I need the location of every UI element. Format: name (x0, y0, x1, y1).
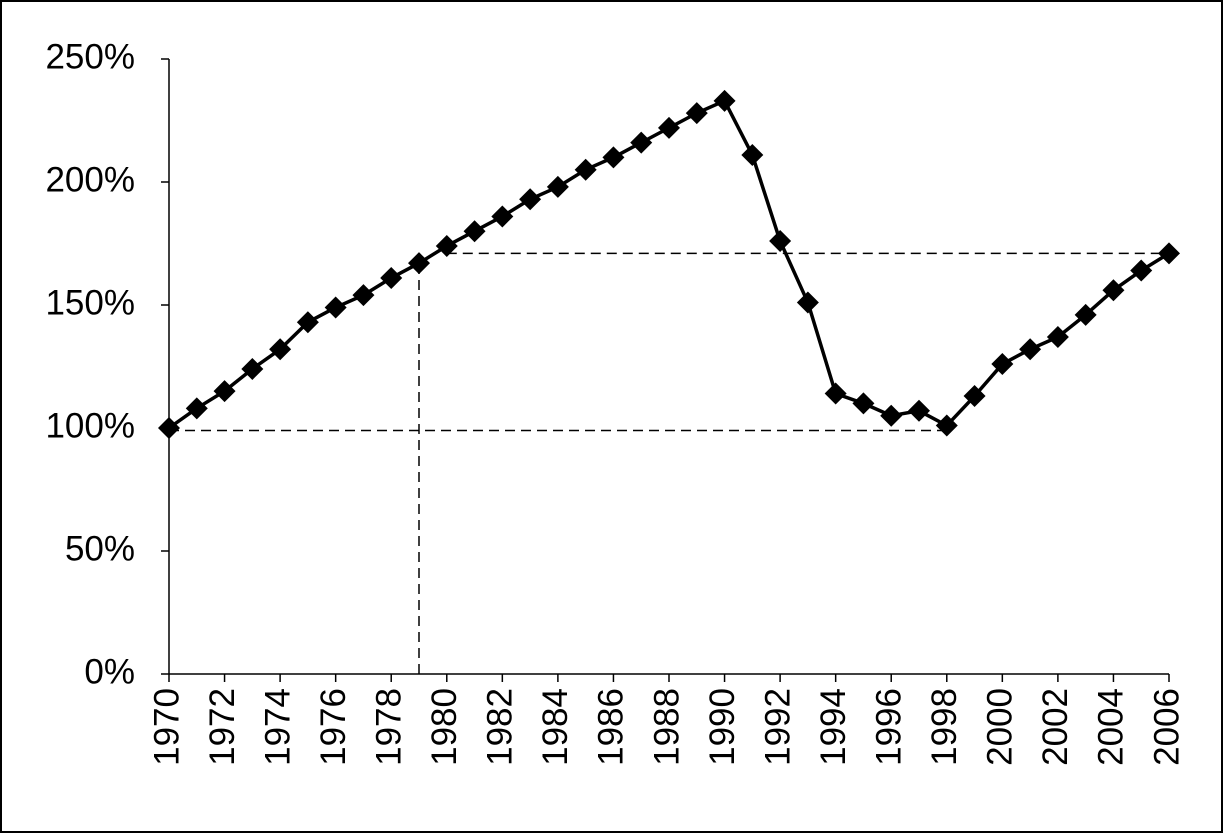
x-tick-label: 2000 (981, 688, 1020, 766)
data-marker (269, 338, 292, 361)
x-tick-label: 2006 (1147, 688, 1186, 766)
data-marker (713, 89, 736, 112)
x-tick-label: 1986 (592, 688, 631, 766)
data-marker (963, 385, 986, 408)
data-marker (908, 399, 930, 422)
data-marker (658, 116, 680, 139)
data-marker (852, 392, 875, 415)
x-tick-label: 1984 (536, 688, 575, 766)
data-marker (519, 188, 542, 211)
data-marker (935, 414, 958, 437)
data-marker (880, 404, 903, 427)
x-tick-label: 1992 (758, 688, 797, 766)
x-tick-label: 1972 (203, 688, 242, 766)
data-marker (574, 158, 597, 181)
data-marker (602, 146, 625, 169)
x-tick-label: 1970 (147, 688, 186, 766)
data-marker (408, 252, 430, 275)
data-marker (991, 353, 1014, 376)
x-tick-label: 1996 (869, 688, 908, 766)
data-marker (769, 230, 792, 253)
x-tick-label: 1976 (314, 688, 353, 766)
data-marker (435, 234, 458, 257)
data-marker (741, 143, 764, 166)
data-marker (380, 266, 403, 289)
data-marker (352, 284, 375, 307)
data-marker (546, 175, 569, 198)
data-marker (241, 357, 264, 380)
x-tick-label: 1978 (369, 688, 408, 766)
y-tick-label: 50% (65, 529, 135, 568)
x-tick-label: 1982 (481, 688, 520, 766)
x-tick-label: 1980 (425, 688, 464, 766)
y-tick-label: 250% (45, 37, 135, 76)
x-tick-label: 1974 (258, 688, 297, 766)
data-marker (1102, 279, 1125, 302)
x-tick-label: 1994 (814, 688, 853, 766)
data-marker (1158, 242, 1180, 265)
data-marker (796, 291, 819, 314)
y-tick-label: 0% (84, 652, 135, 691)
data-marker (1130, 259, 1153, 282)
data-marker (1019, 338, 1042, 361)
x-tick-label: 1988 (647, 688, 686, 766)
data-marker (1046, 325, 1069, 348)
data-marker (630, 131, 653, 154)
data-marker (213, 380, 236, 403)
y-tick-label: 200% (45, 160, 135, 199)
data-marker (824, 382, 847, 405)
x-tick-label: 2002 (1036, 688, 1075, 766)
y-tick-label: 100% (45, 406, 135, 445)
data-marker (324, 296, 347, 319)
data-marker (185, 397, 208, 420)
x-tick-label: 2004 (1092, 688, 1131, 766)
data-marker (491, 205, 514, 228)
data-marker (685, 102, 708, 125)
x-tick-label: 1998 (925, 688, 964, 766)
y-tick-label: 150% (45, 283, 135, 322)
data-marker (1074, 303, 1097, 326)
data-marker (463, 220, 486, 243)
x-tick-label: 1990 (703, 688, 742, 766)
data-marker (296, 311, 319, 334)
data-marker (158, 417, 180, 439)
